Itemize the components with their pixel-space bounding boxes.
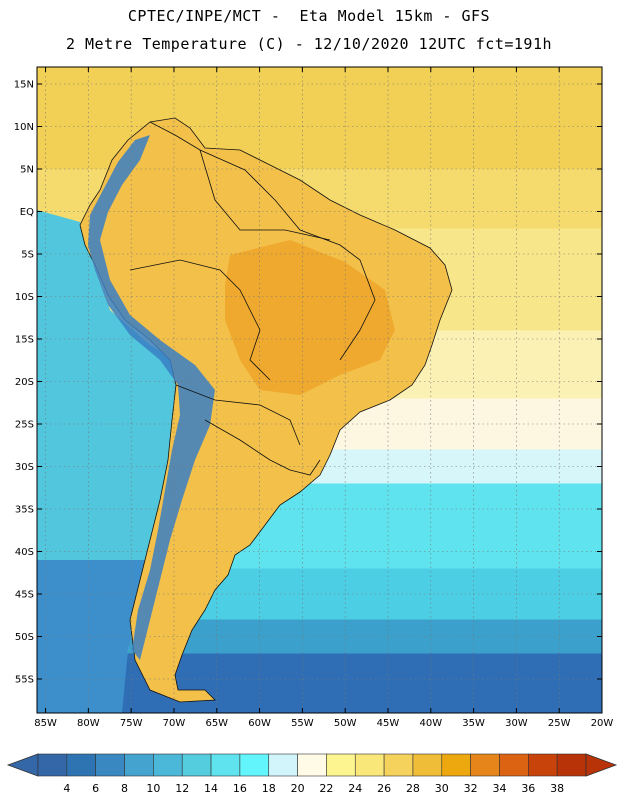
colorbar-segment bbox=[354, 753, 385, 777]
map-title-line-1: CPTEC/INPE/MCT - Eta Model 15km - GFS bbox=[127, 7, 491, 25]
colorbar-label: 32 bbox=[464, 782, 478, 795]
lat-tick-label: 40S bbox=[15, 547, 34, 558]
country-borders bbox=[129, 121, 376, 476]
pacific-cold-field bbox=[37, 560, 150, 713]
andes-cold-band bbox=[88, 135, 215, 660]
lat-tick-label: 5S bbox=[21, 250, 34, 261]
lat-tick-label: 55S bbox=[15, 675, 34, 686]
colorbar-segment bbox=[470, 753, 500, 777]
colorbar-segment bbox=[383, 753, 414, 777]
border-line bbox=[204, 419, 291, 471]
colorbar-segment bbox=[124, 753, 154, 777]
ocean-band bbox=[37, 653, 602, 713]
colorbar-segment bbox=[326, 753, 356, 777]
colorbar-label: 6 bbox=[92, 782, 99, 795]
lat-tick-label: 35S bbox=[15, 505, 34, 516]
border-line bbox=[129, 259, 271, 381]
colorbar-segment bbox=[528, 753, 558, 777]
colorbar-segment bbox=[239, 753, 270, 777]
colorbar-arrow-low bbox=[6, 753, 39, 777]
lon-tick-label: 65W bbox=[205, 718, 228, 729]
colorbar-label: 4 bbox=[63, 782, 70, 795]
lat-tick-label: 20S bbox=[15, 377, 34, 388]
colorbar-segment bbox=[181, 753, 212, 777]
lat-tick-label: 30S bbox=[15, 462, 34, 473]
map-frame bbox=[36, 66, 603, 714]
colorbar-label: 30 bbox=[435, 782, 449, 795]
lat-tick-label: 10N bbox=[14, 122, 34, 133]
colorbar-label: 12 bbox=[175, 782, 189, 795]
colorbar-label: 34 bbox=[492, 782, 506, 795]
lon-tick-label: 60W bbox=[248, 718, 271, 729]
colorbar-label: 16 bbox=[233, 782, 247, 795]
colorbar-segment bbox=[412, 753, 443, 777]
colorbar-segment bbox=[66, 753, 96, 777]
colorbar-label: 24 bbox=[348, 782, 362, 795]
colorbar-label: 36 bbox=[521, 782, 535, 795]
colorbar-segment bbox=[37, 753, 68, 777]
lon-tick-label: 25W bbox=[548, 718, 571, 729]
colorbar-segment bbox=[499, 753, 529, 777]
colorbar-segment bbox=[297, 753, 327, 777]
lat-tick-label: 15S bbox=[15, 335, 34, 346]
map-plot-area bbox=[37, 67, 602, 713]
lon-tick-label: 35W bbox=[462, 718, 485, 729]
longitude-axis: 85W 80W 75W 70W 65W 60W 55W 50W 45W 40W 35W 30W 25W 2… bbox=[34, 67, 613, 729]
colorbar-segment bbox=[153, 753, 183, 777]
border-line bbox=[175, 384, 301, 446]
lat-tick-label: 25S bbox=[15, 420, 34, 431]
colorbar-segment bbox=[556, 753, 587, 777]
interior-heat-maximum bbox=[225, 240, 395, 395]
map-title-line-2: 2 Metre Temperature (C) - 12/10/2020 12U… bbox=[65, 35, 553, 53]
lon-tick-label: 40W bbox=[419, 718, 442, 729]
lat-tick-label: 50S bbox=[15, 632, 34, 643]
lon-tick-label: 45W bbox=[377, 718, 400, 729]
colorbar-label: 14 bbox=[204, 782, 218, 795]
lon-tick-label: 70W bbox=[163, 718, 186, 729]
lat-tick-label: EQ bbox=[20, 207, 34, 218]
lon-tick-label: 30W bbox=[505, 718, 528, 729]
lon-tick-label: 50W bbox=[334, 718, 357, 729]
lon-tick-label: 85W bbox=[34, 718, 57, 729]
colorbar-label: 28 bbox=[406, 782, 420, 795]
lon-tick-label: 80W bbox=[77, 718, 100, 729]
colorbar-segment bbox=[210, 753, 241, 777]
colorbar-label: 26 bbox=[377, 782, 391, 795]
border-line bbox=[149, 121, 376, 361]
colorbar-segment bbox=[441, 753, 471, 777]
temperature-colorbar: 4 6 8 10 12 14 16 18 20 22 24 26 28 30 32 34 36 38 bbox=[6, 753, 618, 795]
latitude-axis: 15N 10N 5N EQ 5S 10S 15S 20S 25S 30S 35S 40S 45S 50S 5… bbox=[14, 80, 602, 686]
lat-tick-label: 45S bbox=[15, 590, 34, 601]
colorbar-label: 10 bbox=[146, 782, 160, 795]
colorbar-label: 20 bbox=[291, 782, 305, 795]
colorbar-arrow-high bbox=[585, 753, 618, 777]
colorbar-label: 18 bbox=[262, 782, 276, 795]
border-line bbox=[289, 459, 321, 476]
colorbar-label: 22 bbox=[319, 782, 333, 795]
lat-tick-label: 15N bbox=[14, 80, 34, 91]
lon-tick-label: 75W bbox=[120, 718, 143, 729]
colorbar-segment bbox=[95, 753, 125, 777]
lat-tick-label: 5N bbox=[20, 165, 34, 176]
lon-tick-label: 55W bbox=[291, 718, 314, 729]
lon-tick-label: 20W bbox=[591, 718, 614, 729]
colorbar-label: 38 bbox=[550, 782, 564, 795]
colorbar-label: 8 bbox=[121, 782, 128, 795]
border-line bbox=[199, 149, 331, 241]
south-america-landmass bbox=[79, 117, 453, 703]
colorbar-segment bbox=[268, 753, 298, 777]
lat-tick-label: 10S bbox=[15, 292, 34, 303]
